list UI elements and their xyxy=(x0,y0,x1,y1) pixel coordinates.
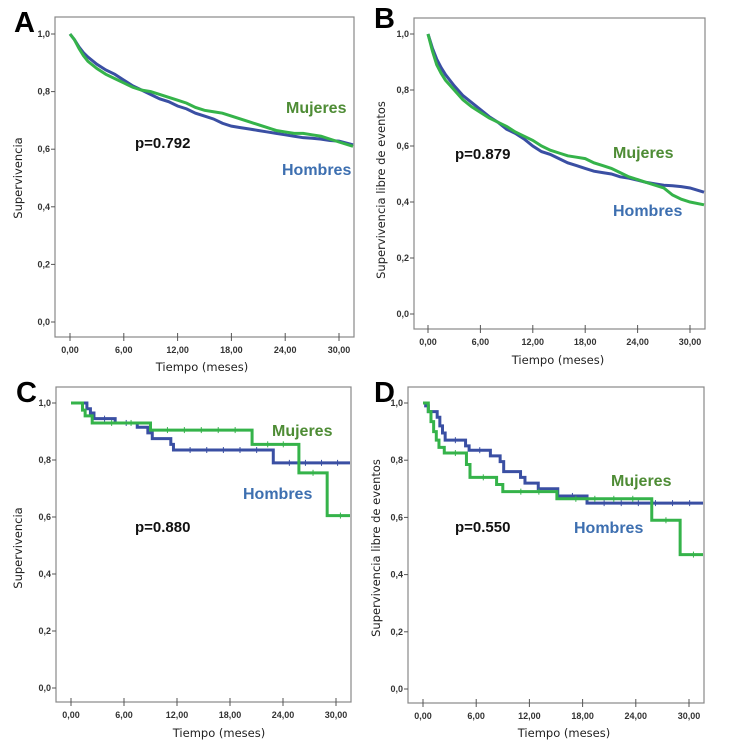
x-tick-label: 6,00 xyxy=(472,337,490,347)
panel-letter-b: B xyxy=(374,3,395,35)
x-tick-label: 18,00 xyxy=(571,711,594,721)
legend-mujeres-d: Mujeres xyxy=(611,473,672,490)
panel-d: D 0,0 0,2 0,4 0,6 0,8 1,0 0,00 6,00 12,00 18,00 2… xyxy=(369,377,705,740)
y-tick-label: 0,4 xyxy=(396,197,409,207)
x-tick-label: 12,00 xyxy=(166,710,189,720)
y-ticks-c: 0,0 0,2 0,4 0,6 0,8 1,0 xyxy=(38,398,56,693)
y-tick-label: 0,2 xyxy=(396,253,409,263)
y-tick-label: 0,2 xyxy=(38,626,51,636)
plot-frame-d xyxy=(407,386,705,704)
x-tick-label: 6,00 xyxy=(115,710,133,720)
p-value-a: p=0.792 xyxy=(135,135,190,152)
curves-d xyxy=(423,401,703,558)
y-tick-label: 0,6 xyxy=(37,144,50,154)
p-value-b: p=0.879 xyxy=(455,146,510,163)
x-tick-label: 18,00 xyxy=(574,337,597,347)
panel-a: A 0,0 0,2 0,4 0,6 0,8 1,0 0,00 6,00 12,00 18,00 2… xyxy=(11,7,355,374)
panel-c: C 0,0 0,2 0,4 0,6 0,8 1,0 0,00 6,00 12,00 18,00 2… xyxy=(11,377,352,740)
panel-letter-c: C xyxy=(16,377,37,409)
y-tick-label: 0,0 xyxy=(37,317,50,327)
survival-curve-mujeres xyxy=(68,33,354,148)
legend-hombres-b: Hombres xyxy=(613,203,682,220)
x-tick-label: 0,00 xyxy=(419,337,437,347)
x-ticks-d: 0,00 6,00 12,00 18,00 24,00 30,00 xyxy=(414,699,700,721)
x-tick-label: 24,00 xyxy=(626,337,649,347)
legend-mujeres-b: Mujeres xyxy=(613,145,674,162)
x-axis-title-b: Tiempo (meses) xyxy=(511,353,604,367)
plot-frame-c xyxy=(55,386,352,703)
y-tick-label: 0,8 xyxy=(390,455,403,465)
x-tick-label: 30,00 xyxy=(328,345,351,355)
y-tick-label: 0,4 xyxy=(390,570,403,580)
y-tick-label: 0,8 xyxy=(396,85,409,95)
legend-hombres-a: Hombres xyxy=(282,162,351,179)
y-ticks-d: 0,0 0,2 0,4 0,6 0,8 1,0 xyxy=(390,398,408,694)
x-tick-label: 0,00 xyxy=(61,345,79,355)
x-tick-label: 12,00 xyxy=(166,345,189,355)
x-tick-label: 12,00 xyxy=(522,337,545,347)
y-tick-label: 0,8 xyxy=(38,455,51,465)
x-tick-label: 0,00 xyxy=(62,710,80,720)
x-ticks-c: 0,00 6,00 12,00 18,00 24,00 30,00 xyxy=(62,698,347,720)
x-tick-label: 18,00 xyxy=(220,345,243,355)
y-tick-label: 0,0 xyxy=(390,684,403,694)
x-tick-label: 24,00 xyxy=(274,345,297,355)
y-tick-label: 0,2 xyxy=(37,259,50,269)
survival-curve-hombres xyxy=(71,401,350,465)
legend-hombres-c: Hombres xyxy=(243,486,312,503)
x-tick-label: 24,00 xyxy=(625,711,648,721)
legend-mujeres-a: Mujeres xyxy=(286,100,347,117)
panel-letter-d: D xyxy=(374,377,395,409)
plot-frame-b xyxy=(413,17,706,330)
curves-a xyxy=(68,33,354,148)
y-tick-label: 1,0 xyxy=(390,398,403,408)
x-axis-title-a: Tiempo (meses) xyxy=(155,360,248,374)
y-ticks-b: 0,0 0,2 0,4 0,6 0,8 1,0 xyxy=(396,29,414,319)
y-tick-label: 0,4 xyxy=(38,569,51,579)
y-tick-label: 0,2 xyxy=(390,627,403,637)
y-axis-title-b: Supervivencia libre de eventos xyxy=(374,101,388,279)
legend-mujeres-c: Mujeres xyxy=(272,423,333,440)
curves-c xyxy=(71,401,350,519)
x-tick-label: 24,00 xyxy=(272,710,295,720)
survival-curve-mujeres xyxy=(426,33,705,207)
x-ticks-a: 0,00 6,00 12,00 18,00 24,00 30,00 xyxy=(61,333,350,355)
curves-b xyxy=(426,33,705,207)
y-tick-label: 0,4 xyxy=(37,202,50,212)
p-value-c: p=0.880 xyxy=(135,519,190,536)
y-tick-label: 1,0 xyxy=(38,398,51,408)
y-tick-label: 0,0 xyxy=(396,309,409,319)
survival-curve-hombres xyxy=(68,33,354,147)
x-axis-title-d: Tiempo (meses) xyxy=(517,726,610,740)
y-axis-title-d: Supervivencia libre de eventos xyxy=(369,459,383,637)
x-tick-label: 6,00 xyxy=(115,345,133,355)
y-axis-title-a: Supervivencia xyxy=(11,137,25,218)
panel-b: B 0,0 0,2 0,4 0,6 0,8 1,0 0,00 6,00 12,00 18,00 2… xyxy=(374,3,706,367)
x-tick-label: 30,00 xyxy=(679,337,702,347)
x-tick-label: 12,00 xyxy=(518,711,541,721)
survival-curve-hombres xyxy=(426,33,705,194)
y-tick-label: 1,0 xyxy=(37,29,50,39)
legend-hombres-d: Hombres xyxy=(574,520,643,537)
x-tick-label: 6,00 xyxy=(467,711,485,721)
p-value-d: p=0.550 xyxy=(455,519,510,536)
x-tick-label: 30,00 xyxy=(325,710,348,720)
plot-frame-a xyxy=(54,16,355,338)
survival-curve-mujeres xyxy=(423,401,703,557)
y-ticks-a: 0,0 0,2 0,4 0,6 0,8 1,0 xyxy=(37,29,55,327)
panel-letter-a: A xyxy=(14,7,35,39)
x-tick-label: 30,00 xyxy=(678,711,701,721)
x-ticks-b: 0,00 6,00 12,00 18,00 24,00 30,00 xyxy=(419,325,701,347)
y-tick-label: 0,0 xyxy=(38,683,51,693)
x-tick-label: 0,00 xyxy=(414,711,432,721)
y-tick-label: 0,6 xyxy=(396,141,409,151)
y-axis-title-c: Supervivencia xyxy=(11,507,25,588)
x-axis-title-c: Tiempo (meses) xyxy=(172,726,265,740)
y-tick-label: 1,0 xyxy=(396,29,409,39)
x-tick-label: 18,00 xyxy=(219,710,242,720)
y-tick-label: 0,6 xyxy=(38,512,51,522)
y-tick-label: 0,6 xyxy=(390,512,403,522)
y-tick-label: 0,8 xyxy=(37,87,50,97)
